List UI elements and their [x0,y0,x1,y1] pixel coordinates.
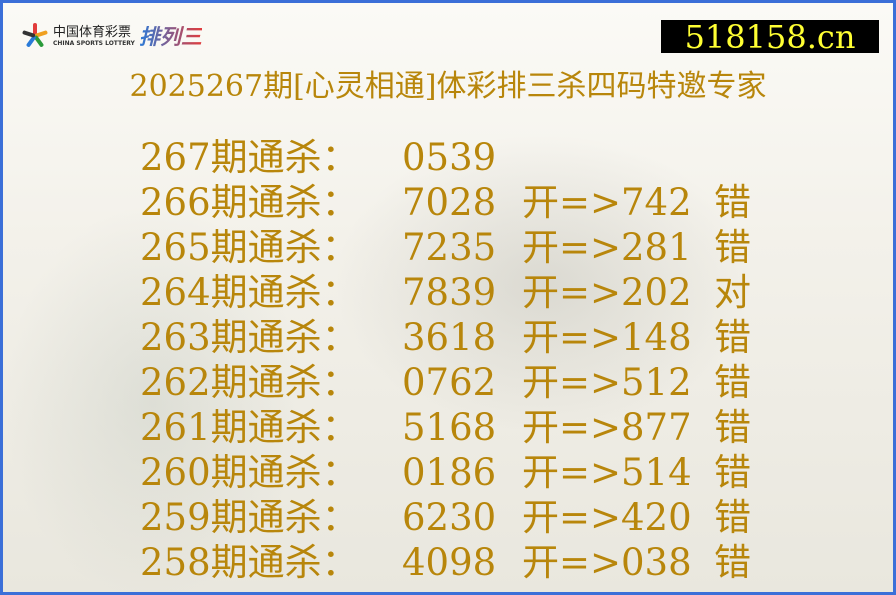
logo-cn: 中国体育彩票 [53,24,132,40]
open-number: 开=>742 [522,181,692,224]
open-number: 开=>877 [522,406,692,449]
kill-code: 4098 [402,541,497,584]
open-number: 开=>514 [522,451,692,494]
result-mark: 错 [714,541,751,584]
result-mark: 错 [714,316,751,359]
background-painting-left [3,203,303,592]
open-number: 开=>512 [522,361,692,404]
kill-code: 0762 [402,361,497,404]
result-mark: 错 [714,496,751,539]
kill-code: 3618 [402,316,497,359]
row-label: 263期通杀： [140,316,359,359]
kill-code: 6230 [402,496,497,539]
row-label: 260期通杀： [140,451,359,494]
logo-star-icon [21,22,49,50]
lottery-logo: 中国体育彩票 CHINA SPORTS LOTTERY 排列三 [21,21,202,51]
row-label: 267期通杀： [140,136,359,179]
kill-code: 7839 [402,271,497,314]
logo-game: 排列三 [139,21,202,51]
page-title: 2025267期[心灵相通]体彩排三杀四码特邀专家 [129,69,767,104]
open-number: 开=>420 [522,496,692,539]
site-badge: 518158.cn [661,20,879,54]
background-painting [333,133,753,433]
open-number: 开=>281 [522,226,692,269]
open-number: 开=>202 [522,271,692,314]
row-label: 261期通杀： [140,406,359,449]
result-mark: 对 [714,271,751,314]
open-number: 开=>038 [522,541,692,584]
kill-code: 5168 [402,406,497,449]
kill-code: 7235 [402,226,497,269]
row-label: 259期通杀： [140,496,359,539]
result-mark: 错 [714,406,751,449]
row-label: 266期通杀： [140,181,359,224]
result-mark: 错 [714,451,751,494]
kill-code: 7028 [402,181,497,224]
result-mark: 错 [714,181,751,224]
open-number: 开=>148 [522,316,692,359]
row-label: 258期通杀： [140,541,359,584]
kill-code: 0186 [402,451,497,494]
kill-code: 0539 [402,136,497,179]
row-label: 264期通杀： [140,271,359,314]
result-mark: 错 [714,226,751,269]
row-label: 262期通杀： [140,361,359,404]
logo-en: CHINA SPORTS LOTTERY [53,39,135,47]
row-label: 265期通杀： [140,226,359,269]
result-mark: 错 [714,361,751,404]
